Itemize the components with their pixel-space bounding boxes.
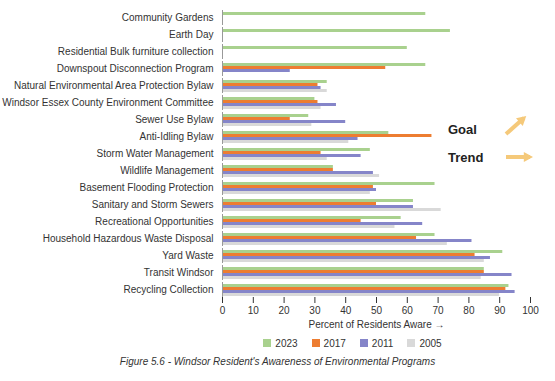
svg-text:Earth Day: Earth Day — [169, 29, 213, 40]
svg-text:Percent of Residents Aware →: Percent of Residents Aware → — [309, 319, 445, 330]
svg-text:40: 40 — [340, 305, 352, 316]
svg-text:10: 10 — [248, 305, 260, 316]
svg-text:Windsor Essex County Environme: Windsor Essex County Environment Committ… — [2, 97, 214, 108]
svg-text:Household Hazardous Waste Disp: Household Hazardous Waste Disposal — [43, 233, 214, 244]
svg-text:60: 60 — [402, 305, 414, 316]
svg-text:80: 80 — [463, 305, 475, 316]
svg-text:Recreational Opportunities: Recreational Opportunities — [95, 216, 213, 227]
svg-text:Goal: Goal — [448, 122, 477, 137]
svg-text:Storm Water Management: Storm Water Management — [97, 148, 214, 159]
svg-text:Basement Flooding Protection: Basement Flooding Protection — [80, 182, 214, 193]
svg-text:Trend: Trend — [448, 150, 483, 165]
svg-text:Natural Environmental Area Pro: Natural Environmental Area Protection By… — [14, 80, 214, 91]
html-text:2011: 2011 — [371, 337, 394, 349]
svg-text:Transit Windsor: Transit Windsor — [144, 267, 214, 278]
svg-text:0: 0 — [220, 305, 226, 316]
svg-text:90: 90 — [494, 305, 506, 316]
svg-text:70: 70 — [433, 305, 445, 316]
html-text:2005: 2005 — [419, 337, 442, 349]
svg-text:30: 30 — [309, 305, 321, 316]
svg-text:50: 50 — [371, 305, 383, 316]
html-text:Figure 5.6 - Windsor Resident': Figure 5.6 - Windsor Resident's Awarenes… — [119, 356, 436, 367]
svg-text:Downspout Disconnection Progra: Downspout Disconnection Program — [57, 63, 214, 74]
svg-text:Community Gardens: Community Gardens — [122, 12, 214, 23]
html-text:2017: 2017 — [323, 337, 346, 349]
svg-text:100: 100 — [522, 305, 539, 316]
svg-text:20: 20 — [279, 305, 291, 316]
svg-text:Sanitary and Storm Sewers: Sanitary and Storm Sewers — [92, 199, 214, 210]
svg-text:Wildlife Management: Wildlife Management — [120, 165, 214, 176]
svg-text:Yard Waste: Yard Waste — [162, 250, 214, 261]
svg-text:Recycling Collection: Recycling Collection — [123, 284, 213, 295]
svg-text:Anti-Idling Bylaw: Anti-Idling Bylaw — [140, 131, 215, 142]
svg-text:Residential Bulk furniture col: Residential Bulk furniture collection — [58, 46, 214, 57]
svg-text:Sewer Use Bylaw: Sewer Use Bylaw — [135, 114, 214, 125]
html-text:2023: 2023 — [275, 337, 298, 349]
